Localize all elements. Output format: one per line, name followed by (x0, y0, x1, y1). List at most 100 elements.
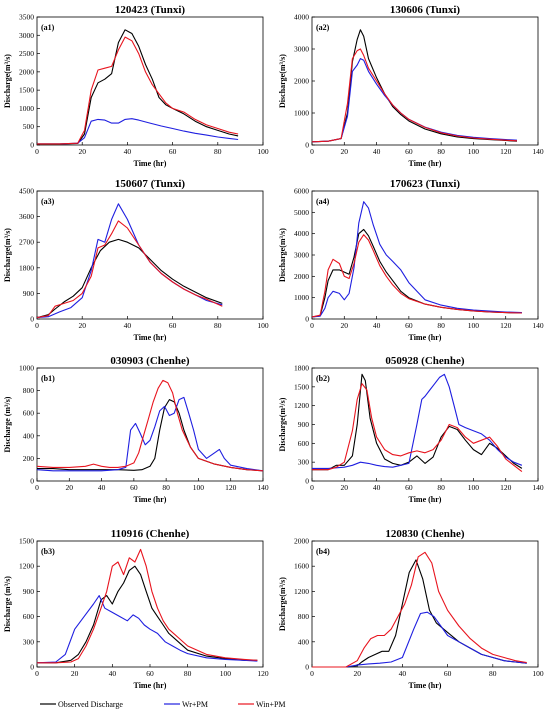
x-tick-label: 120 (225, 483, 237, 492)
x-tick-label: 20 (78, 147, 86, 156)
chart-panel-6: 050928 (Chenhe) (b2) 0 20 40 60 80 100 120 140 0 30… (278, 355, 544, 504)
panel-label: (b1) (41, 374, 55, 383)
plot-frame (36, 190, 264, 320)
y-tick-label: 400 (298, 637, 310, 646)
x-tick-label: 40 (399, 669, 407, 678)
series-line-observed (37, 565, 258, 664)
chart-panel-4: 170623 (Tunxi) (a4) 0 20 40 60 80 100 120 140 0 100… (278, 178, 544, 342)
series-line-observed (36, 238, 223, 319)
x-tick-label: 0 (35, 321, 39, 330)
y-tick-label: 300 (298, 458, 310, 467)
x-axis-label: Time (hr) (134, 495, 167, 504)
x-tick-label: 20 (66, 483, 74, 492)
x-tick-label: 80 (437, 147, 445, 156)
y-tick-label: 2500 (19, 49, 34, 58)
x-tick-label: 80 (437, 483, 445, 492)
series-line-win-pm (36, 379, 264, 472)
series-line-observed (311, 29, 518, 143)
y-tick-label: 1600 (294, 562, 309, 571)
x-tick-label: 100 (532, 669, 544, 678)
x-tick-label: 100 (257, 147, 269, 156)
y-tick-label: 1200 (294, 401, 309, 410)
chart-title: 170623 (Tunxi) (390, 178, 461, 190)
chart-panel-2: 130606 (Tunxi) (a2) 0 20 40 60 80 100 120 140 0 100… (278, 4, 544, 168)
x-tick-label: 60 (405, 483, 413, 492)
panel-label: (a3) (41, 197, 55, 206)
x-tick-label: 140 (532, 321, 544, 330)
x-tick-label: 40 (124, 321, 132, 330)
x-tick-label: 120 (500, 147, 512, 156)
chart-title: 050928 (Chenhe) (385, 355, 464, 367)
series-line-wr-pm (311, 201, 522, 318)
x-tick-label: 80 (489, 669, 497, 678)
series-line-observed (37, 399, 264, 472)
x-tick-label: 60 (169, 147, 177, 156)
x-tick-label: 20 (341, 483, 349, 492)
y-tick-label: 2000 (294, 77, 309, 86)
panel-label: (b2) (316, 374, 330, 383)
x-tick-label: 60 (444, 669, 452, 678)
x-tick-label: 140 (257, 483, 269, 492)
plot-frame (311, 16, 539, 146)
y-tick-label: 1200 (294, 587, 309, 596)
x-tick-label: 40 (98, 483, 106, 492)
series-line-wr-pm (36, 203, 223, 319)
legend-label-win-pm: Win+PM (256, 700, 286, 709)
x-tick-label: 80 (184, 669, 192, 678)
chart-title: 130606 (Tunxi) (390, 4, 461, 16)
legend-label-observed: Observed Discharge (58, 700, 123, 709)
y-tick-label: 800 (298, 612, 310, 621)
y-tick-label: 3600 (19, 212, 34, 221)
x-tick-label: 0 (310, 147, 314, 156)
series-line-win-pm (312, 383, 523, 473)
series-line-win-pm (311, 48, 518, 143)
y-tick-label: 2700 (19, 238, 34, 247)
chart-title: 120423 (Tunxi) (115, 4, 186, 16)
panel-label: (a4) (316, 197, 330, 206)
y-tick-label: 2000 (294, 537, 309, 546)
y-axis-label: Discharge(m³/s) (278, 577, 287, 631)
x-tick-label: 20 (71, 669, 79, 678)
series-line-wr-pm (311, 58, 518, 143)
series-line-observed (312, 559, 527, 668)
x-tick-label: 0 (310, 321, 314, 330)
plot-frame (311, 540, 539, 668)
y-tick-label: 1000 (19, 104, 34, 113)
series-line-wr-pm (37, 118, 239, 145)
x-tick-label: 100 (193, 483, 205, 492)
x-tick-label: 100 (468, 321, 480, 330)
y-axis-label: Discharge(m³/s) (278, 228, 287, 282)
y-tick-label: 1500 (294, 382, 309, 391)
x-tick-label: 20 (341, 147, 349, 156)
x-tick-label: 40 (124, 147, 132, 156)
y-tick-label: 3500 (19, 13, 34, 22)
y-tick-label: 6000 (294, 187, 309, 196)
x-tick-label: 120 (500, 321, 512, 330)
series-line-win-pm (312, 551, 527, 668)
x-tick-label: 20 (353, 669, 361, 678)
x-tick-label: 100 (220, 669, 232, 678)
y-axis-label: Discharge (m³/s) (3, 576, 12, 632)
plot-frame (36, 16, 264, 146)
x-tick-label: 120 (257, 669, 269, 678)
y-tick-label: 500 (23, 122, 35, 131)
x-tick-label: 0 (35, 483, 39, 492)
chart-title: 120830 (Chenhe) (385, 528, 464, 540)
series-line-wr-pm (36, 396, 264, 472)
y-tick-label: 600 (23, 409, 35, 418)
y-tick-label: 3000 (19, 31, 34, 40)
x-tick-label: 40 (373, 483, 381, 492)
x-tick-label: 0 (35, 147, 39, 156)
series-line-wr-pm (36, 595, 258, 664)
series-line-win-pm (311, 234, 522, 318)
y-tick-label: 1800 (19, 263, 34, 272)
x-tick-label: 60 (405, 321, 413, 330)
x-tick-label: 140 (532, 483, 544, 492)
series-line-win-pm (37, 548, 258, 664)
y-tick-label: 1000 (294, 109, 309, 118)
panel-label: (b4) (316, 547, 330, 556)
legend: Observed Discharge Wr+PM Win+PM (40, 700, 286, 709)
chart-panel-7: 110916 (Chenhe)(b3)0 20 40 60 80 100 120030060… (3, 528, 269, 690)
y-axis-label: Discharge(m³/s) (278, 54, 287, 108)
series-line-observed (37, 29, 239, 145)
